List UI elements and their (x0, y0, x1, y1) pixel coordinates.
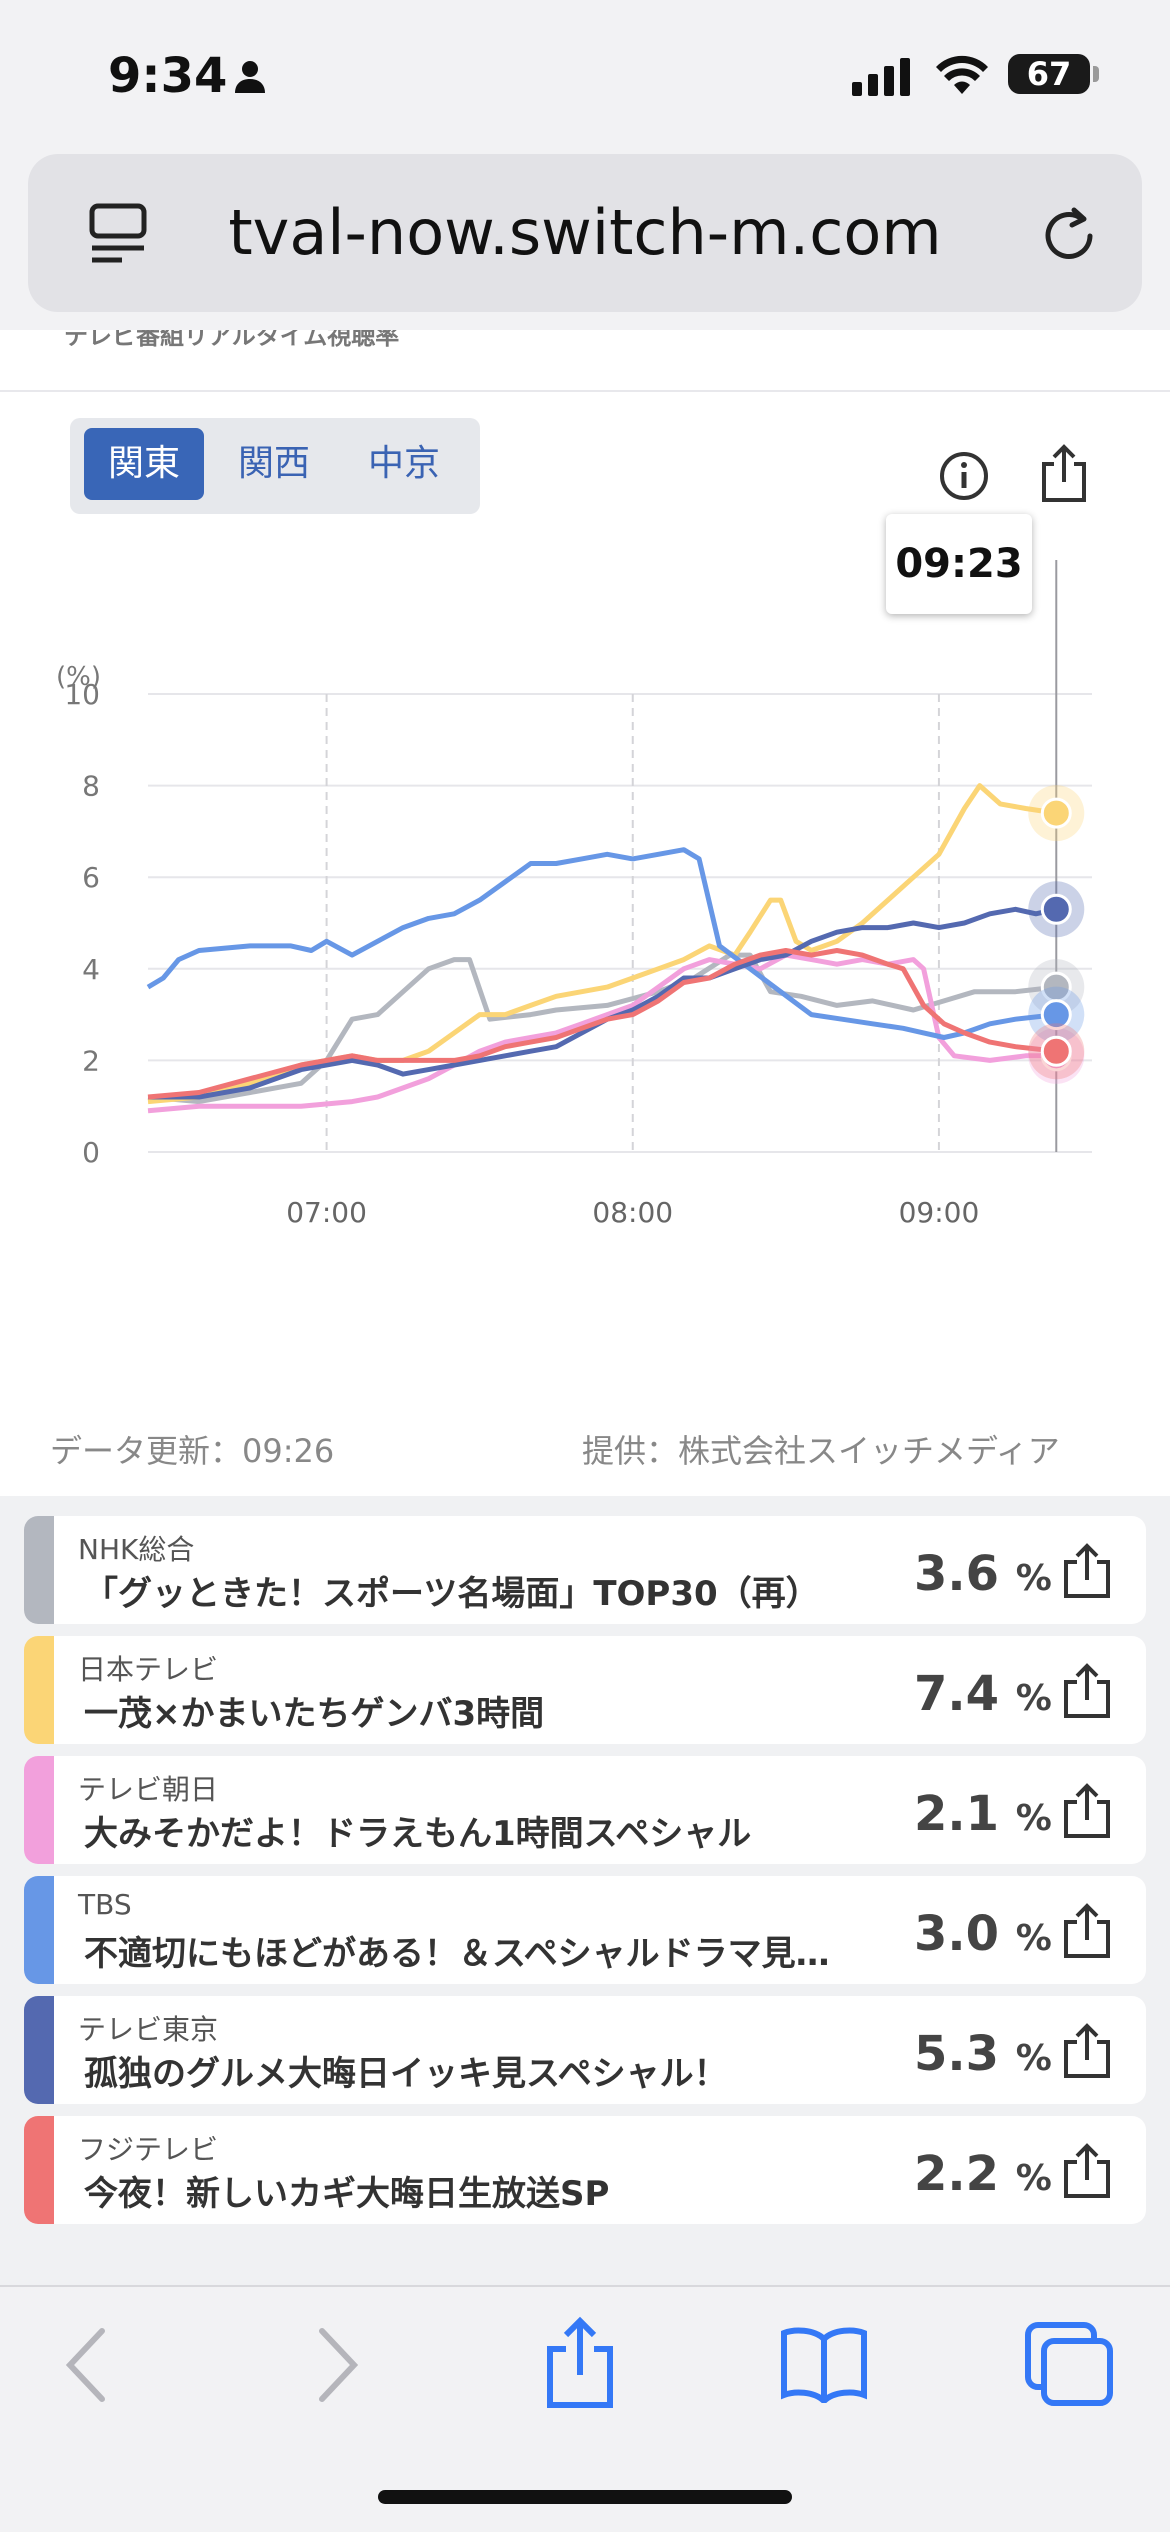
share-icon[interactable] (1060, 1542, 1114, 1600)
wifi-icon (936, 55, 988, 94)
page-subtitle: テレビ番組リアルタイム視聴率 (64, 330, 400, 350)
series-line (147, 952, 1057, 1105)
address-bar[interactable]: tval-now.switch-m.com (28, 154, 1142, 312)
program-card[interactable]: TBS 不適切にもほどがある！＆スペシャルドラマ見… 3.0 % (24, 1876, 1146, 1984)
rating-value: 3.6 % (914, 1546, 1052, 1602)
region-tabs: 関東 関西 中京 (70, 418, 480, 514)
share-icon[interactable] (1060, 2022, 1114, 2080)
program-title: 今夜！新しいカギ大晦日生放送SP (84, 2174, 610, 2214)
share-icon[interactable] (1060, 1782, 1114, 1840)
y-tick-label: 6 (82, 861, 100, 894)
channel-color-bar (24, 1516, 54, 1624)
program-card[interactable]: テレビ朝日大みそかだよ！ドラえもん1時間スペシャル 2.1 % (24, 1756, 1146, 1864)
rating-number: 2.1 (914, 1786, 1000, 1842)
program-list: NHK総合 「グッときた！スポーツ名場面」TOP30（再） 3.6 % 日本テレビ 一茂… (0, 1496, 1170, 2285)
share-icon[interactable] (1060, 2142, 1114, 2200)
rating-number: 3.6 (914, 1546, 1000, 1602)
reload-icon[interactable] (1038, 202, 1102, 266)
home-indicator (378, 2490, 792, 2504)
rating-unit: % (1015, 1678, 1052, 1719)
channel-name: 日本テレビ (78, 1653, 219, 1686)
person-icon (235, 61, 265, 93)
channel-name: テレビ東京 (78, 2013, 219, 2046)
forward-icon[interactable] (312, 2325, 362, 2405)
rating-number: 7.4 (914, 1666, 1000, 1722)
rating-number: 5.3 (914, 2026, 1000, 2082)
x-tick-label: 09:00 (899, 1196, 980, 1229)
program-title: 「グッときた！スポーツ名場面」TOP30（再） (84, 1574, 820, 1614)
share-icon[interactable] (1060, 1662, 1114, 1720)
status-bar: 9:34 67 (0, 0, 1170, 150)
bookmarks-icon[interactable] (778, 2323, 870, 2403)
series-line (147, 948, 1057, 1100)
rating-value: 2.1 % (914, 1786, 1052, 1842)
program-title: 大みそかだよ！ドラえもん1時間スペシャル (84, 1814, 752, 1854)
channel-name: NHK総合 (78, 1533, 195, 1566)
provider-text: 提供：株式会社スイッチメディア (582, 1432, 1060, 1470)
rating-value: 7.4 % (914, 1666, 1052, 1722)
channel-color-bar (24, 1876, 54, 1984)
program-title: 不適切にもほどがある！＆スペシャルドラマ見… (84, 1934, 830, 1974)
program-card[interactable]: テレビ東京孤独のグルメ大晦日イッキ見スペシャル！ 5.3 % (24, 1996, 1146, 2104)
rating-unit: % (1015, 1558, 1052, 1599)
y-tick-label: 8 (82, 770, 100, 803)
rating-unit: % (1015, 1918, 1052, 1959)
rating-unit: % (1015, 2038, 1052, 2079)
share-icon[interactable] (1060, 1902, 1114, 1960)
channel-color-bar (24, 2116, 54, 2224)
share-chart-icon[interactable] (1036, 442, 1092, 504)
data-updated-text: データ更新：09:26 (50, 1432, 335, 1470)
cellular-signal-icon (852, 58, 910, 96)
tab-kansai[interactable]: 関西 (237, 443, 310, 484)
battery-cap (1093, 66, 1099, 82)
url-text[interactable]: tval-now.switch-m.com (228, 196, 942, 269)
series-point (1040, 797, 1072, 829)
rating-unit: % (1015, 1798, 1052, 1839)
divider (0, 390, 1170, 392)
program-card[interactable]: フジテレビ今夜！新しいカギ大晦日生放送SP 2.2 % (24, 2116, 1146, 2224)
battery-indicator: 67 (1008, 54, 1090, 94)
program-card[interactable]: 日本テレビ一茂×かまいたちゲンバ3時間 7.4 % (24, 1636, 1146, 1744)
channel-color-bar (24, 1996, 54, 2104)
status-time: 9:34 (108, 48, 228, 104)
series-point (1040, 893, 1072, 925)
program-title: 一茂×かまいたちゲンバ3時間 (84, 1694, 545, 1734)
series-point (1040, 999, 1072, 1031)
rating-value: 3.0 % (914, 1906, 1052, 1962)
back-icon[interactable] (62, 2325, 112, 2405)
web-page: テレビ番組リアルタイム視聴率 関東 関西 中京 (%) 07:00 08:00 09… (0, 330, 1170, 2285)
rating-value: 5.3 % (914, 2026, 1052, 2082)
rating-number: 3.0 (914, 1906, 1000, 1962)
y-tick-label: 0 (82, 1136, 100, 1169)
tab-chukyo[interactable]: 中京 (367, 443, 440, 484)
series-line (147, 952, 1057, 1114)
channel-name: TBS (78, 1888, 132, 1921)
y-tick-label: 10 (64, 678, 100, 711)
ratings-chart: (%) 07:00 08:00 09:00 0 2 4 6 8 10 (56, 560, 1092, 1229)
series-line (148, 906, 1057, 1100)
x-tick-label: 08:00 (592, 1196, 673, 1229)
info-icon[interactable] (936, 448, 992, 504)
share-icon[interactable] (540, 2315, 620, 2411)
rating-number: 2.2 (914, 2146, 1000, 2202)
y-tick-label: 4 (82, 953, 100, 986)
program-card[interactable]: NHK総合「グッときた！スポーツ名場面」TOP30（再） 3.6 % (24, 1516, 1146, 1624)
program-title: 孤独のグルメ大晦日イッキ見スペシャル！ (84, 2054, 728, 2094)
y-unit-label: (%) (56, 662, 101, 692)
tabs-icon[interactable] (1024, 2321, 1114, 2407)
y-tick-label: 2 (82, 1044, 100, 1077)
series-point (1040, 1035, 1072, 1067)
channel-name: フジテレビ (78, 2133, 219, 2166)
reader-menu-icon[interactable] (88, 202, 148, 266)
x-tick-label: 07:00 (286, 1196, 367, 1229)
time-tooltip: 09:23 (886, 514, 1032, 614)
rating-value: 2.2 % (914, 2146, 1052, 2202)
series-line (146, 847, 1057, 1040)
tab-kanto[interactable]: 関東 (84, 428, 204, 500)
channel-name: テレビ朝日 (78, 1773, 219, 1806)
channel-color-bar (24, 1636, 54, 1744)
rating-unit: % (1015, 2158, 1052, 2199)
channel-color-bar (24, 1756, 54, 1864)
